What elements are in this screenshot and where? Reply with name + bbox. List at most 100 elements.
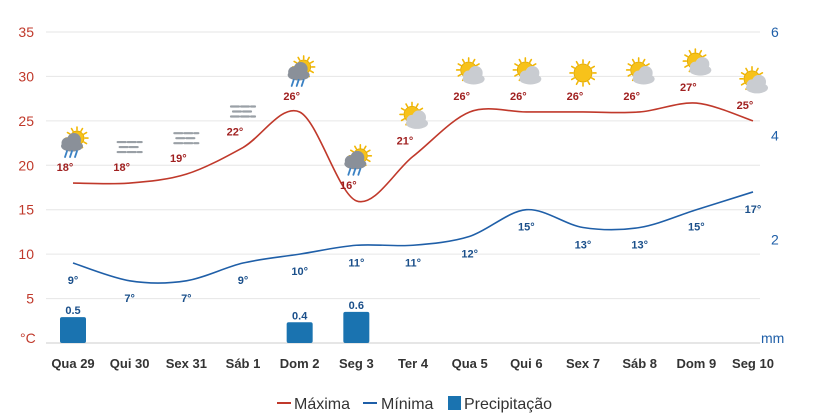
- x-axis: Qua 29 Qui 30 Sex 31 Sáb 1 Dom 2 Seg 3 Ter 4 Qu…: [51, 356, 774, 371]
- x-tick-label: Sex 31: [166, 356, 207, 371]
- cloud-puff: [752, 74, 766, 89]
- sun-ray: [518, 58, 522, 63]
- sun-ray: [684, 64, 689, 68]
- data-labels: 18° 18° 19° 22° 26° 16° 21° 26° 26° 26° 26° 27° 25° 9…: [57, 82, 762, 322]
- min-temp-label: 9°: [238, 275, 249, 287]
- y-axis-right: 6 4 2 mm: [761, 24, 784, 346]
- sun-ray: [699, 49, 703, 55]
- sun-ray: [587, 80, 591, 86]
- x-tick-label: Sáb 1: [226, 356, 261, 371]
- cloud-puff: [350, 150, 365, 165]
- temperature-lines: [72, 102, 754, 284]
- min-temp-label: 17°: [745, 204, 762, 216]
- sun-ray: [688, 49, 692, 55]
- max-temp-label: 25°: [737, 100, 754, 112]
- sun-ray: [758, 72, 764, 76]
- max-temp-label: 16°: [340, 180, 357, 192]
- y-tick-label-left: 10: [18, 246, 34, 262]
- y-tick-label-right: 4: [771, 128, 779, 144]
- cloud-puff: [67, 133, 81, 148]
- x-tick-label: Dom 9: [676, 356, 716, 371]
- x-tick-label: Ter 4: [398, 356, 429, 371]
- sun-ray: [745, 67, 749, 72]
- sun-ray: [366, 159, 371, 163]
- sun-ray: [514, 63, 519, 67]
- precipitation-bar: [60, 317, 86, 343]
- legend-label-max: Máxima: [294, 396, 350, 413]
- fog-icon: [116, 140, 143, 154]
- weather-icons: [61, 48, 768, 176]
- sun-ray: [631, 58, 635, 63]
- min-temp-label: 7°: [181, 293, 192, 305]
- sun-ray: [457, 63, 462, 67]
- max-temp-label: 22°: [227, 127, 244, 139]
- precip-value-label: 0.5: [65, 305, 80, 317]
- sun-cloud-icon: [739, 66, 768, 94]
- max-temp-label: 26°: [510, 91, 527, 103]
- max-temp-label: 26°: [283, 91, 300, 103]
- min-temp-label: 15°: [688, 222, 705, 234]
- sun-ray: [363, 145, 367, 150]
- legend[interactable]: Máxima Mínima Precipitação: [277, 396, 552, 413]
- sun-ray: [293, 60, 298, 64]
- sun-ray: [472, 58, 476, 63]
- fog-icon: [229, 105, 257, 118]
- grid: [46, 31, 760, 344]
- sun-disc: [573, 63, 593, 83]
- max-temp-label: 18°: [113, 162, 130, 174]
- legend-item-max[interactable]: Máxima: [277, 396, 350, 413]
- sun-ray: [405, 103, 409, 108]
- min-temp-label: 9°: [68, 275, 79, 287]
- y-tick-label-left: 25: [18, 113, 34, 129]
- cloud-puff: [695, 57, 710, 72]
- rain-drop: [357, 167, 362, 176]
- legend-item-precip[interactable]: Precipitação: [448, 396, 552, 413]
- min-temp-label: 7°: [124, 293, 135, 305]
- cloud-puff: [412, 110, 426, 125]
- max-temp-label: 26°: [453, 91, 470, 103]
- y-tick-label-left: 30: [18, 68, 34, 84]
- sun-cloud-icon: [399, 101, 428, 129]
- sun-ray: [570, 77, 576, 81]
- sun-ray: [350, 149, 355, 153]
- sun-ray: [309, 60, 314, 64]
- max-temp-label: 21°: [397, 135, 414, 147]
- legend-item-min[interactable]: Mínima: [363, 396, 434, 413]
- sun-ray: [354, 145, 358, 150]
- sun-ray: [461, 58, 465, 63]
- sun-ray: [83, 141, 88, 145]
- precipitation-bars: [60, 311, 370, 343]
- min-temp-label: 15°: [518, 222, 535, 234]
- cloud-puff: [638, 65, 653, 80]
- sun-ray: [575, 80, 579, 86]
- y-tick-label-left: 15: [18, 202, 34, 218]
- max-temperature-line: [72, 102, 754, 203]
- rain-drop: [295, 79, 300, 87]
- y-axis-left: 35 30 25 20 15 10 5 °C: [18, 24, 35, 346]
- sun-icon: [569, 59, 597, 87]
- x-tick-label: Qua 29: [51, 356, 94, 371]
- sun-ray: [532, 63, 537, 67]
- min-temp-label: 13°: [575, 239, 592, 251]
- sun-ray: [457, 73, 462, 77]
- sun-ray: [366, 149, 371, 153]
- sun-ray: [475, 63, 480, 67]
- sun-ray: [627, 73, 632, 77]
- y-unit-right: mm: [761, 330, 784, 346]
- sun-cloud-rain-icon: [61, 126, 89, 158]
- sun-ray: [83, 131, 88, 135]
- legend-label-precip: Precipitação: [464, 396, 552, 413]
- y-tick-label-left: 35: [18, 24, 34, 40]
- sun-cloud-icon: [512, 57, 542, 85]
- max-temp-label: 27°: [680, 82, 697, 94]
- x-tick-label: Sáb 8: [622, 356, 657, 371]
- sun-ray: [740, 82, 746, 86]
- min-temp-label: 11°: [348, 257, 364, 269]
- sun-ray: [642, 58, 646, 63]
- rain-drop: [347, 167, 352, 176]
- sun-ray: [66, 131, 71, 135]
- x-tick-label: Qui 30: [110, 356, 150, 371]
- sun-ray: [309, 70, 314, 74]
- sun-ray: [627, 63, 632, 67]
